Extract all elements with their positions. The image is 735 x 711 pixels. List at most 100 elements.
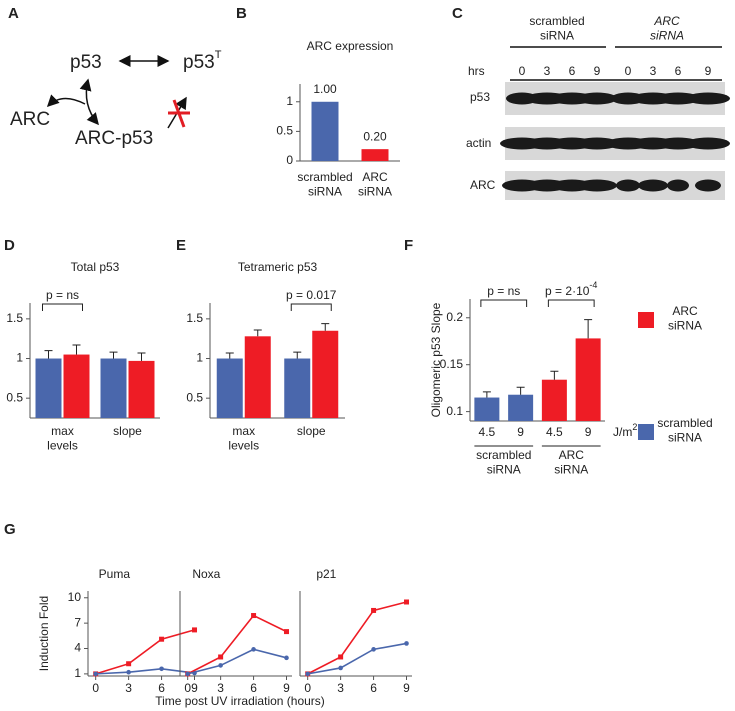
node-superscript: T <box>215 49 222 61</box>
blot-band <box>686 92 730 105</box>
bar <box>284 358 311 418</box>
blot-time: 9 <box>705 64 712 78</box>
blot-group: scrambled siRNA <box>529 14 584 42</box>
bracket <box>290 303 332 311</box>
panel-label: G <box>4 521 16 538</box>
x-tick-label: 4.5 <box>546 425 563 439</box>
x-tick-label: 9 <box>517 425 524 439</box>
error-bar <box>44 350 53 359</box>
error-bar <box>516 386 525 395</box>
point <box>185 671 190 677</box>
arrow <box>79 78 99 126</box>
y-tick-label: 0.15 <box>440 357 464 371</box>
x-tick-label: slope <box>113 424 142 438</box>
arrow <box>46 94 86 108</box>
annotation-text: p = ns <box>46 288 79 302</box>
x-unit: J/m2 <box>613 422 637 439</box>
x-tick-label: 6 <box>370 681 377 695</box>
point <box>338 665 343 671</box>
node-label: p53 <box>70 52 102 73</box>
x-tick-label: slope <box>297 424 326 438</box>
point <box>338 654 344 660</box>
chart-title: Total p53 <box>71 260 120 274</box>
x-unit-text: J/m <box>613 425 632 439</box>
node-label: p53 <box>183 52 215 73</box>
y-tick-label: 0.5 <box>276 124 293 138</box>
point <box>218 654 224 660</box>
x-tick-label: 3 <box>125 681 132 695</box>
blot-time: 6 <box>675 64 682 78</box>
node-label: p53T <box>183 49 222 73</box>
legend-swatch <box>638 424 654 440</box>
bar <box>508 394 534 421</box>
error-bar <box>109 351 118 359</box>
line <box>187 614 287 675</box>
x-unit-superscript: 2 <box>632 422 637 432</box>
annotation-superscript: -4 <box>589 280 597 290</box>
node-label: ARC <box>10 109 50 130</box>
panel-label: D <box>4 237 15 254</box>
bar <box>100 358 127 418</box>
x-tick-label: 3 <box>217 681 224 695</box>
line <box>187 648 287 675</box>
point <box>371 647 376 652</box>
chart-title: p21 <box>316 567 336 581</box>
y-tick-label: 10 <box>68 590 82 604</box>
y-tick-label: 1 <box>286 94 293 108</box>
point <box>126 669 131 675</box>
blot-time: 3 <box>650 64 657 78</box>
error-bar <box>72 344 81 355</box>
y-tick-label: 0 <box>286 153 293 167</box>
chart-title: Tetrameric p53 <box>238 260 318 274</box>
blot-time: 9 <box>594 64 601 78</box>
point <box>404 599 410 605</box>
point <box>218 663 223 668</box>
y-axis-label: Oligomeric p53 Slope <box>429 302 443 417</box>
y-tick-label: 0.5 <box>186 390 203 404</box>
y-tick-label: 1.5 <box>186 311 203 325</box>
blot-row: actin <box>466 136 491 150</box>
blot-band <box>686 137 730 150</box>
bar <box>35 358 62 418</box>
x-tick-label: 0 <box>92 681 99 695</box>
x-tick-label: 4.5 <box>479 425 496 439</box>
error-bar <box>550 370 559 380</box>
block-mark <box>172 99 186 128</box>
x-tick-label: 9 <box>283 681 290 695</box>
blot-group: ARC siRNA <box>650 14 684 42</box>
x-tick-label: 9 <box>403 681 410 695</box>
blot-row: ARC <box>470 178 496 192</box>
point <box>284 655 289 661</box>
blot-band <box>667 179 689 192</box>
point <box>284 629 290 635</box>
x-tick-label: 0 <box>184 681 191 695</box>
legend-label: scrambled siRNA <box>657 416 712 444</box>
point <box>192 627 198 633</box>
x-tick-label: max levels <box>47 424 78 452</box>
blot-time: 3 <box>544 64 551 78</box>
y-tick-label: 0.5 <box>6 390 23 404</box>
x-tick-label: 6 <box>250 681 257 695</box>
line <box>307 642 407 675</box>
bar <box>244 336 271 418</box>
panel-label: C <box>452 5 463 22</box>
value-label: 0.20 <box>363 129 387 143</box>
legend-label: ARC siRNA <box>668 304 702 332</box>
blot-time: 0 <box>625 64 632 78</box>
blot-band <box>577 92 617 105</box>
bar <box>128 360 155 418</box>
group-label: ARC siRNA <box>554 448 588 476</box>
y-tick-label: 1 <box>74 666 81 680</box>
x-tick-label: 9 <box>585 425 592 439</box>
error-bar <box>253 329 262 337</box>
point <box>159 636 165 642</box>
blot-band <box>695 179 721 192</box>
blot-time-label: hrs <box>468 64 485 78</box>
annotation-text: p = ns <box>487 284 520 298</box>
point <box>251 613 257 619</box>
blot-row: p53 <box>470 90 490 104</box>
blot-time: 6 <box>569 64 576 78</box>
chart-title: Puma <box>99 567 131 581</box>
line <box>95 629 195 675</box>
